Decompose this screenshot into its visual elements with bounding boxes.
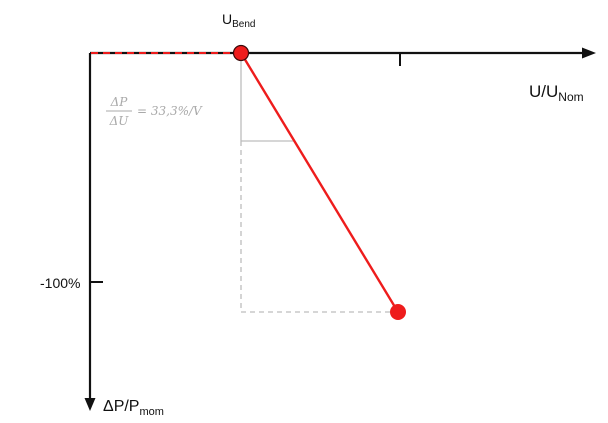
x-axis-label: U/UNom	[529, 82, 584, 104]
bend-point	[232, 44, 250, 62]
slope-annotation: ΔP ΔU = 33,3%/V	[106, 95, 203, 128]
bend-label: UBend	[222, 11, 255, 30]
y-axis-arrowhead	[84, 398, 96, 411]
droop-line	[239, 52, 400, 313]
end-point	[390, 304, 406, 320]
slope-numerator: ΔP	[110, 95, 129, 109]
y-tick-label: -100%	[40, 275, 80, 291]
slope-denominator: ΔU	[109, 114, 130, 128]
y-axis-label: ΔP/Pmom	[103, 398, 164, 418]
slope-value: = 33,3%/V	[137, 104, 203, 118]
x-axis-arrowhead	[582, 47, 596, 59]
